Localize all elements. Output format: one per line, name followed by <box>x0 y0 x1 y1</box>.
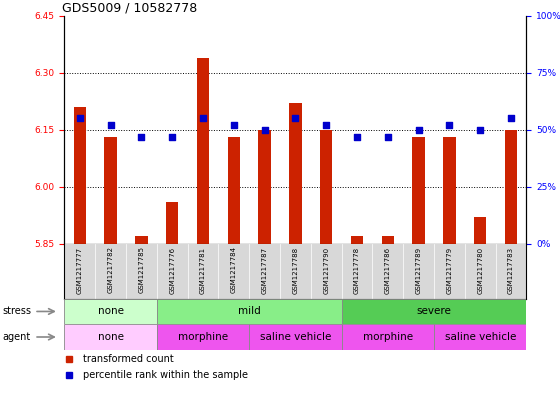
Text: stress: stress <box>3 307 32 316</box>
Text: GSM1217779: GSM1217779 <box>446 246 452 294</box>
Point <box>260 127 269 133</box>
Bar <box>320 130 333 244</box>
Point <box>230 122 239 128</box>
Bar <box>505 130 517 244</box>
Bar <box>64 299 157 324</box>
Bar <box>166 202 178 244</box>
Bar <box>474 217 486 244</box>
Bar <box>382 236 394 244</box>
Bar <box>157 324 249 350</box>
Bar <box>64 324 157 350</box>
Bar <box>351 236 363 244</box>
Text: GSM1217786: GSM1217786 <box>385 246 391 294</box>
Text: saline vehicle: saline vehicle <box>260 332 331 342</box>
Bar <box>412 137 425 244</box>
Text: transformed count: transformed count <box>83 354 174 364</box>
Text: morphine: morphine <box>178 332 228 342</box>
Point <box>291 115 300 121</box>
Bar <box>105 137 117 244</box>
Text: agent: agent <box>3 332 31 342</box>
Text: GSM1217784: GSM1217784 <box>231 246 237 294</box>
Bar <box>157 299 342 324</box>
Text: morphine: morphine <box>363 332 413 342</box>
Text: GSM1217787: GSM1217787 <box>262 246 268 294</box>
Text: none: none <box>97 332 124 342</box>
Text: GSM1217780: GSM1217780 <box>477 246 483 294</box>
Text: none: none <box>97 307 124 316</box>
Text: GSM1217788: GSM1217788 <box>292 246 298 294</box>
Text: GSM1217783: GSM1217783 <box>508 246 514 294</box>
Point <box>445 122 454 128</box>
Point <box>198 115 207 121</box>
Text: GSM1217778: GSM1217778 <box>354 246 360 294</box>
Point <box>353 133 362 140</box>
Text: GSM1217776: GSM1217776 <box>169 246 175 294</box>
Bar <box>342 324 434 350</box>
Text: mild: mild <box>238 307 260 316</box>
Text: severe: severe <box>417 307 451 316</box>
Text: GDS5009 / 10582778: GDS5009 / 10582778 <box>62 2 197 15</box>
Bar <box>136 236 148 244</box>
Point <box>476 127 485 133</box>
Text: GSM1217789: GSM1217789 <box>416 246 422 294</box>
Bar <box>227 137 240 244</box>
Point <box>137 133 146 140</box>
Point <box>106 122 115 128</box>
Text: GSM1217785: GSM1217785 <box>138 246 144 294</box>
Bar <box>444 137 456 244</box>
Bar <box>258 130 271 244</box>
Text: saline vehicle: saline vehicle <box>445 332 516 342</box>
Point <box>383 133 392 140</box>
Point <box>168 133 177 140</box>
Bar <box>197 57 209 244</box>
Point <box>506 115 515 121</box>
Bar <box>249 324 342 350</box>
Text: GSM1217790: GSM1217790 <box>323 246 329 294</box>
Text: GSM1217781: GSM1217781 <box>200 246 206 294</box>
Text: percentile rank within the sample: percentile rank within the sample <box>83 369 248 380</box>
Bar <box>74 107 86 244</box>
Point <box>75 115 85 121</box>
Text: GSM1217782: GSM1217782 <box>108 246 114 294</box>
Bar <box>434 324 526 350</box>
Bar <box>289 103 301 244</box>
Point <box>414 127 423 133</box>
Text: GSM1217777: GSM1217777 <box>77 246 83 294</box>
Bar <box>342 299 526 324</box>
Point <box>321 122 330 128</box>
